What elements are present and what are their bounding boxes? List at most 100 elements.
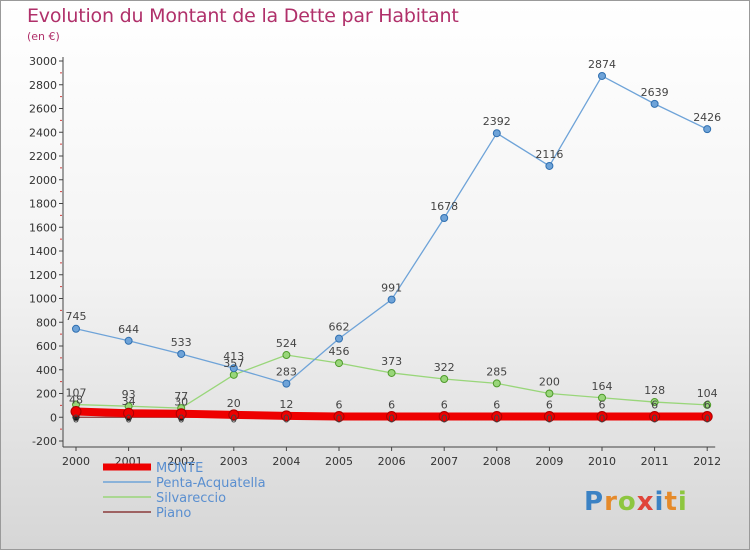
brand-logo-letter: x xyxy=(636,487,655,517)
data-point-silvareccio xyxy=(545,389,554,398)
legend-item-piano: Piano xyxy=(103,506,191,521)
data-point-penta-acquatella xyxy=(72,324,80,333)
y-tick-label: -200 xyxy=(32,435,57,448)
y-tick-label: 800 xyxy=(36,316,57,329)
legend-label: Penta-Acquatella xyxy=(156,476,266,491)
y-tick-label: 3000 xyxy=(29,55,57,68)
y-tick-label: 2800 xyxy=(29,79,57,92)
data-point-monte xyxy=(228,409,240,421)
data-label-piano: 0 xyxy=(546,412,553,425)
x-tick-label: 2007 xyxy=(430,455,458,468)
data-point-monte xyxy=(175,408,187,420)
data-label-piano: 0 xyxy=(125,412,132,425)
brand-logo-letter: i xyxy=(654,487,665,517)
data-point-silvareccio xyxy=(598,393,606,402)
data-point-monte xyxy=(438,411,450,423)
data-point-penta-acquatella xyxy=(387,295,396,304)
data-point-monte xyxy=(596,411,608,423)
y-tick-label: 1000 xyxy=(29,293,57,306)
data-point-silvareccio xyxy=(703,400,712,409)
data-point-penta-acquatella xyxy=(492,129,501,138)
data-label-silvareccio: 77 xyxy=(174,390,188,403)
data-label-monte: 6 xyxy=(336,399,343,412)
data-label-piano: 0 xyxy=(599,412,606,425)
x-tick-label: 2005 xyxy=(325,455,353,468)
y-tick-label: 200 xyxy=(36,388,57,401)
data-label-penta-acquatella: 413 xyxy=(223,350,244,363)
data-point-monte xyxy=(280,410,292,422)
y-tick-label: 1400 xyxy=(29,245,57,258)
x-tick-label: 2000 xyxy=(62,455,90,468)
y-tick-label: 2000 xyxy=(29,174,57,187)
data-point-penta-acquatella xyxy=(440,213,449,222)
data-point-penta-acquatella xyxy=(282,379,291,388)
data-label-piano: 0 xyxy=(73,412,80,425)
data-point-penta-acquatella xyxy=(177,349,186,358)
data-point-penta-acquatella xyxy=(229,364,238,373)
data-point-penta-acquatella xyxy=(545,161,554,170)
data-label-penta-acquatella: 2639 xyxy=(641,86,669,99)
data-label-piano: 0 xyxy=(336,412,343,425)
data-label-piano: 0 xyxy=(230,412,237,425)
data-label-piano: 0 xyxy=(388,412,395,425)
data-point-monte xyxy=(386,411,398,423)
data-label-piano: 0 xyxy=(704,412,711,425)
chart-unit-label: (en €) xyxy=(27,30,60,43)
data-label-silvareccio: 164 xyxy=(592,380,613,393)
data-point-silvareccio xyxy=(335,359,343,368)
data-label-silvareccio: 285 xyxy=(486,365,507,378)
data-label-silvareccio: 456 xyxy=(329,345,350,358)
x-tick-label: 2002 xyxy=(167,455,195,468)
legend-label: Piano xyxy=(156,506,191,521)
data-label-penta-acquatella: 2116 xyxy=(535,148,563,161)
data-label-piano: 0 xyxy=(651,412,658,425)
legend-label: MONTE xyxy=(156,461,203,476)
data-point-monte xyxy=(701,411,713,423)
data-point-penta-acquatella xyxy=(650,99,659,108)
y-tick-label: 2400 xyxy=(29,126,57,139)
data-label-silvareccio: 200 xyxy=(539,376,560,389)
x-tick-label: 2004 xyxy=(272,455,300,468)
y-tick-label: 400 xyxy=(36,364,57,377)
data-label-piano: 0 xyxy=(441,412,448,425)
x-tick-label: 2006 xyxy=(378,455,406,468)
data-label-penta-acquatella: 745 xyxy=(66,310,87,323)
data-label-penta-acquatella: 1678 xyxy=(430,200,458,213)
data-label-monte: 6 xyxy=(493,399,500,412)
data-label-penta-acquatella: 533 xyxy=(171,336,192,349)
data-label-penta-acquatella: 2392 xyxy=(483,115,511,128)
data-label-piano: 0 xyxy=(493,412,500,425)
y-tick-label: 2600 xyxy=(29,103,57,116)
data-label-penta-acquatella: 283 xyxy=(276,366,297,379)
legend-item-silvareccio: Silvareccio xyxy=(103,491,226,506)
x-tick-label: 2003 xyxy=(220,455,248,468)
x-tick-label: 2011 xyxy=(641,455,669,468)
brand-logo-letter: i xyxy=(677,487,688,517)
data-point-penta-acquatella xyxy=(598,71,606,80)
data-label-piano: 0 xyxy=(178,412,185,425)
data-label-penta-acquatella: 2426 xyxy=(693,111,721,124)
data-label-monte: 12 xyxy=(279,398,293,411)
data-point-monte xyxy=(333,411,345,423)
legend-label: Silvareccio xyxy=(156,491,226,506)
brand-logo: Proxiti xyxy=(584,487,688,517)
data-label-silvareccio: 524 xyxy=(276,337,297,350)
data-point-silvareccio xyxy=(229,370,238,379)
data-point-silvareccio xyxy=(387,368,396,377)
data-label-monte: 6 xyxy=(651,399,658,412)
y-tick-label: 1600 xyxy=(29,221,57,234)
data-label-penta-acquatella: 991 xyxy=(381,282,402,295)
data-label-monte: 48 xyxy=(69,394,83,407)
x-tick-label: 2012 xyxy=(693,455,721,468)
data-label-penta-acquatella: 644 xyxy=(118,323,139,336)
y-tick-label: 1800 xyxy=(29,198,57,211)
data-label-monte: 34 xyxy=(122,395,136,408)
data-label-penta-acquatella: 662 xyxy=(329,321,350,334)
data-point-monte xyxy=(491,411,503,423)
data-label-silvareccio: 322 xyxy=(434,361,455,374)
data-label-monte: 6 xyxy=(599,399,606,412)
brand-logo-letter: o xyxy=(617,487,637,517)
y-tick-label: 2200 xyxy=(29,150,57,163)
legend-item-monte: MONTE xyxy=(103,461,203,476)
